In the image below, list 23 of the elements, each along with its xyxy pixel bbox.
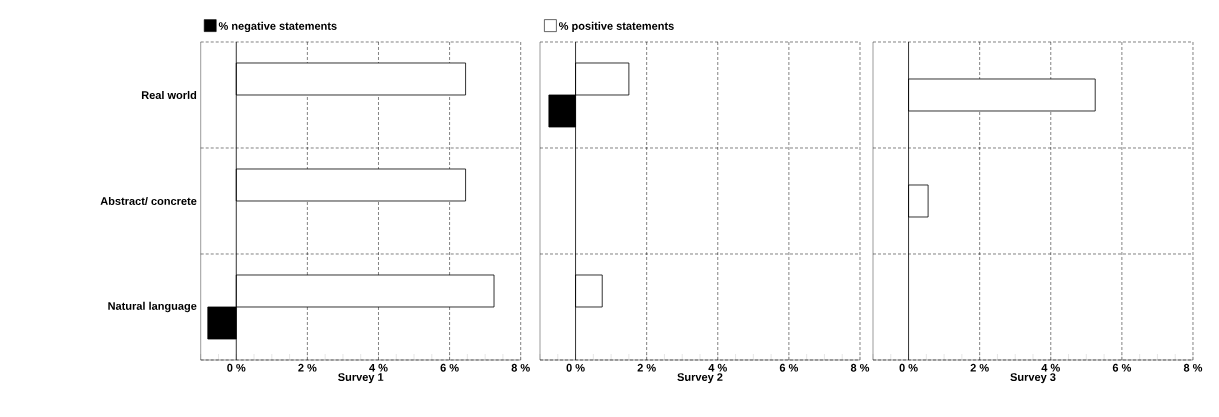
x-tick-label: 4 %	[1041, 363, 1060, 372]
x-tick-label: 0 %	[227, 363, 246, 372]
x-tick-label: 4 %	[369, 363, 388, 372]
y-tick-label: Real world	[141, 90, 197, 100]
legend-label: % negative statements	[218, 21, 337, 33]
x-axis-title: Survey 1	[338, 373, 384, 384]
x-tick-label: 8 %	[511, 363, 530, 372]
x-tick-label: 6 %	[779, 363, 799, 372]
x-tick-label: 0 %	[899, 363, 918, 372]
x-tick-label: 2 %	[970, 363, 989, 372]
x-tick-label: 6 %	[440, 363, 459, 372]
x-tick-label: 2 %	[637, 363, 656, 372]
y-tick-label: Abstract/ concrete	[100, 196, 197, 206]
x-tick-label: 0 %	[566, 363, 585, 372]
x-tick-label: 8 %	[850, 363, 870, 372]
x-tick-label: 6 %	[1112, 363, 1132, 372]
x-axis-title: Survey 3	[1010, 373, 1056, 384]
x-tick-label: 4 %	[708, 363, 727, 372]
x-tick-label: 8 %	[1183, 363, 1203, 372]
x-axis-title: Survey 2	[677, 373, 723, 384]
legend-label: % positive statements	[558, 21, 674, 33]
x-tick-label: 2 %	[298, 363, 317, 372]
y-tick-label: Natural language	[108, 301, 197, 313]
